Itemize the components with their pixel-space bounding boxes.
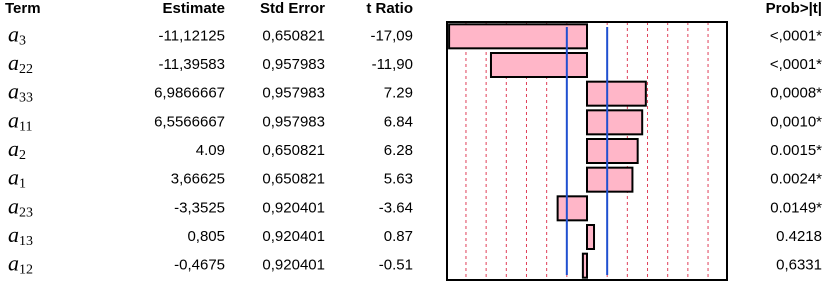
t-bar bbox=[586, 80, 647, 107]
column-header: t Ratio bbox=[366, 0, 413, 17]
term-symbol: a bbox=[8, 50, 19, 75]
t-ratio: 0.87 bbox=[384, 228, 413, 245]
term: a3 bbox=[8, 21, 26, 48]
term-symbol: a bbox=[8, 193, 19, 218]
plot-frame bbox=[446, 21, 728, 281]
term-subscript: 1 bbox=[19, 177, 26, 192]
std-error: 0,650821 bbox=[262, 171, 325, 188]
column-header: Prob>|t| bbox=[766, 0, 822, 17]
estimate: 3,66625 bbox=[171, 171, 225, 188]
estimate: 6,9866667 bbox=[154, 85, 225, 102]
term-subscript: 3 bbox=[19, 34, 26, 49]
term: a22 bbox=[8, 50, 33, 77]
term: a11 bbox=[8, 107, 32, 134]
term-symbol: a bbox=[8, 165, 19, 190]
term: a23 bbox=[8, 193, 33, 220]
t-bar bbox=[586, 109, 644, 136]
term-symbol: a bbox=[8, 79, 19, 104]
column-header: Estimate bbox=[162, 0, 225, 17]
prob: 0.4218 bbox=[776, 228, 822, 245]
std-error: 0,920401 bbox=[262, 257, 325, 274]
estimate: 6,5566667 bbox=[154, 113, 225, 130]
prob: 0,0008* bbox=[770, 85, 822, 102]
t-ratio: -17,09 bbox=[370, 27, 413, 44]
t-ratio: -0.51 bbox=[379, 257, 413, 274]
term: a12 bbox=[8, 251, 33, 278]
t-ratio: 5.63 bbox=[384, 171, 413, 188]
term: a13 bbox=[8, 222, 33, 249]
column-header: Std Error bbox=[260, 0, 325, 17]
prob: 0,6331 bbox=[776, 257, 822, 274]
term: a2 bbox=[8, 136, 26, 163]
estimate: -11,12125 bbox=[159, 27, 225, 44]
estimate: -3,3525 bbox=[174, 199, 225, 216]
estimate: -11,39583 bbox=[159, 56, 225, 73]
term: a1 bbox=[8, 165, 26, 192]
term-subscript: 11 bbox=[19, 120, 32, 135]
prob: <,0001* bbox=[770, 27, 822, 44]
std-error: 0,920401 bbox=[262, 199, 325, 216]
t-bar bbox=[448, 23, 589, 50]
column-header: Term bbox=[5, 0, 41, 17]
term-symbol: a bbox=[8, 251, 19, 276]
t-ratio: -3.64 bbox=[379, 199, 413, 216]
term-symbol: a bbox=[8, 107, 19, 132]
term-symbol: a bbox=[8, 222, 19, 247]
t-bar bbox=[586, 166, 634, 193]
std-error: 0,650821 bbox=[262, 142, 325, 159]
term-subscript: 33 bbox=[19, 91, 33, 106]
estimate: 4.09 bbox=[196, 142, 225, 159]
t-ratio: 6.84 bbox=[384, 113, 413, 130]
prob: 0.0015* bbox=[770, 142, 822, 159]
std-error: 0,957983 bbox=[262, 85, 325, 102]
t-ratio: 6.28 bbox=[384, 142, 413, 159]
term: a33 bbox=[8, 79, 33, 106]
term-symbol: a bbox=[8, 21, 19, 46]
estimate: 0,805 bbox=[187, 228, 225, 245]
prob: 0.0024* bbox=[770, 171, 822, 188]
prob: <,0001* bbox=[770, 56, 822, 73]
t-ratio: 7.29 bbox=[384, 85, 413, 102]
term-subscript: 23 bbox=[19, 206, 33, 221]
t-bar bbox=[489, 52, 589, 78]
term-subscript: 22 bbox=[19, 62, 33, 77]
term-subscript: 12 bbox=[19, 263, 33, 278]
prob: 0,0010* bbox=[770, 113, 822, 130]
t-ratio: -11,90 bbox=[372, 56, 413, 73]
std-error: 0,650821 bbox=[262, 27, 325, 44]
term-subscript: 2 bbox=[19, 148, 26, 163]
t-bar bbox=[581, 252, 588, 279]
estimate: -0,4675 bbox=[174, 257, 225, 274]
prob: 0.0149* bbox=[770, 199, 822, 216]
t-bar bbox=[586, 138, 639, 164]
t-bar bbox=[556, 195, 588, 222]
term-subscript: 13 bbox=[19, 234, 33, 249]
std-error: 0,957983 bbox=[262, 113, 325, 130]
std-error: 0,957983 bbox=[262, 56, 325, 73]
std-error: 0,920401 bbox=[262, 228, 325, 245]
term-symbol: a bbox=[8, 136, 19, 161]
t-bar bbox=[586, 224, 596, 250]
